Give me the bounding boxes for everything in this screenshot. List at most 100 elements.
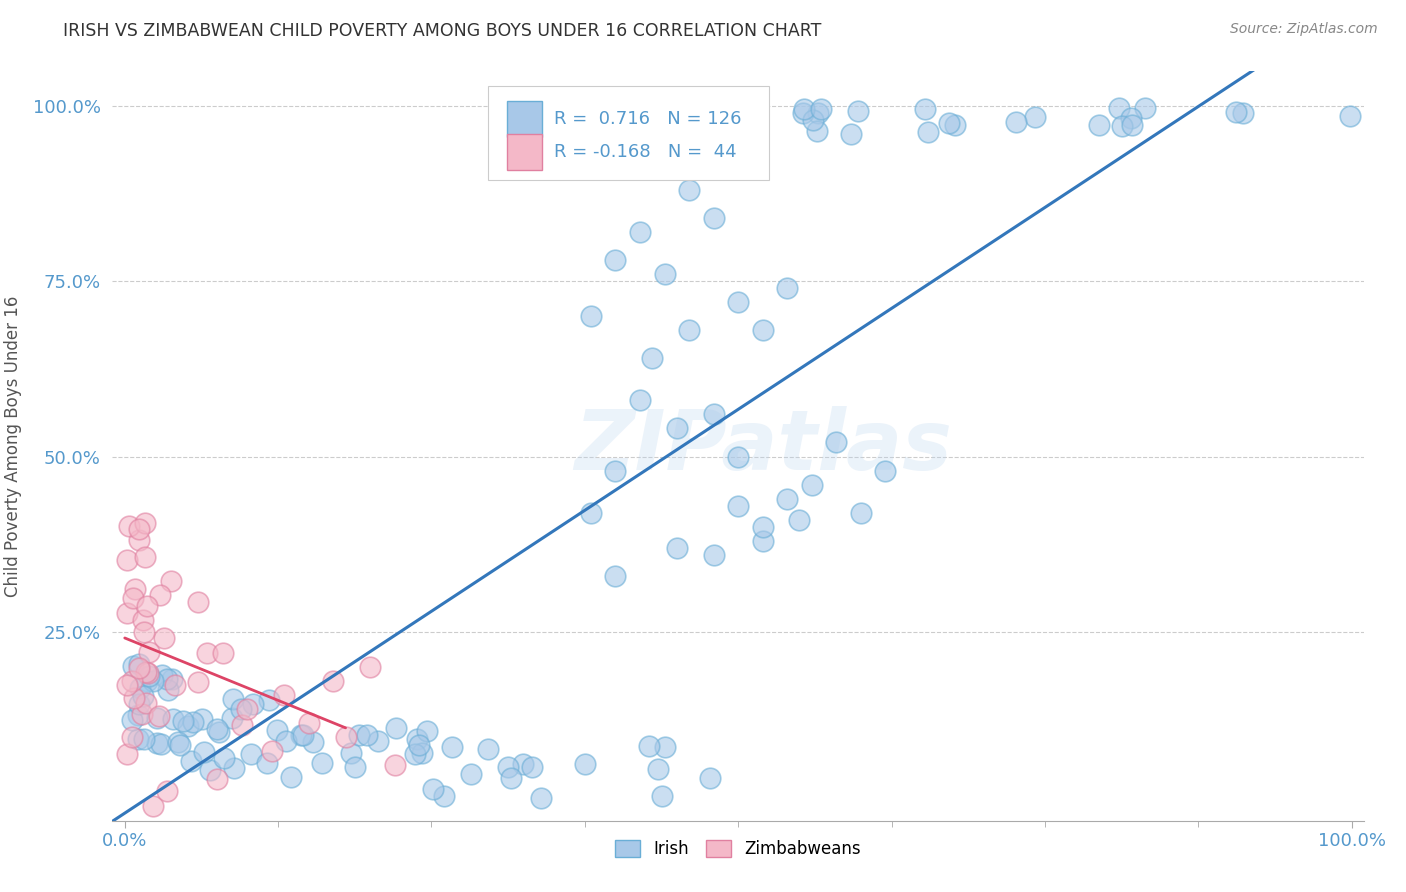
Point [807, 106, 830, 120]
Point [512, 756, 534, 771]
Point [115, 553, 138, 567]
Point [260, 743, 283, 757]
Point [917, 125, 939, 139]
Point [1005, 115, 1028, 129]
Point [134, 516, 156, 530]
Point [127, 708, 149, 723]
Point [229, 701, 252, 715]
Point [665, 421, 688, 435]
FancyBboxPatch shape [488, 87, 769, 180]
Point [638, 739, 661, 753]
Point [121, 731, 143, 745]
Point [138, 669, 160, 683]
Point [641, 351, 664, 366]
Point [266, 723, 288, 738]
Point [651, 789, 673, 803]
FancyBboxPatch shape [506, 134, 541, 169]
Point [460, 767, 482, 781]
Point [384, 757, 406, 772]
Point [187, 675, 209, 690]
Point [115, 747, 138, 761]
Point [411, 747, 433, 761]
Point [703, 211, 725, 226]
Point [776, 281, 799, 295]
Point [193, 745, 215, 759]
Point [214, 751, 236, 765]
Point [127, 732, 149, 747]
Point [157, 682, 180, 697]
Point [1121, 112, 1143, 126]
FancyBboxPatch shape [506, 101, 541, 136]
Point [605, 253, 627, 268]
Point [176, 719, 198, 733]
Point [477, 742, 499, 756]
Point [1108, 101, 1130, 115]
Point [800, 477, 823, 491]
Point [115, 607, 138, 621]
Point [801, 113, 824, 128]
Point [195, 646, 218, 660]
Point [153, 631, 176, 645]
Point [1339, 109, 1361, 123]
Point [530, 791, 553, 805]
Point [128, 522, 150, 536]
Point [136, 599, 159, 613]
Point [128, 657, 150, 671]
Point [347, 728, 370, 742]
Point [136, 674, 159, 689]
Point [274, 734, 297, 748]
Point [205, 772, 228, 787]
Point [367, 734, 389, 748]
Point [678, 323, 700, 337]
Point [156, 784, 179, 798]
Point [1024, 110, 1046, 124]
Point [160, 574, 183, 588]
Point [678, 183, 700, 197]
Point [727, 499, 749, 513]
Point [183, 714, 205, 729]
Point [121, 591, 143, 605]
Point [356, 728, 378, 742]
Point [841, 127, 863, 141]
Point [131, 707, 153, 722]
Point [292, 729, 315, 743]
Point [654, 268, 676, 282]
Point [191, 713, 214, 727]
Point [335, 730, 357, 744]
Point [118, 518, 141, 533]
Point [875, 463, 897, 477]
Point [239, 747, 262, 761]
Point [115, 678, 138, 692]
Point [134, 550, 156, 565]
Point [727, 450, 749, 464]
Point [236, 701, 259, 715]
Point [914, 102, 936, 116]
Point [1121, 118, 1143, 132]
Point [311, 756, 333, 770]
Text: Source: ZipAtlas.com: Source: ZipAtlas.com [1230, 22, 1378, 37]
Point [148, 708, 170, 723]
Point [138, 666, 160, 681]
Point [138, 645, 160, 659]
Point [169, 739, 191, 753]
Point [132, 731, 155, 746]
Point [212, 646, 235, 660]
Point [142, 673, 165, 688]
Point [207, 725, 229, 739]
Point [665, 541, 688, 555]
Point [938, 116, 960, 130]
Point [242, 697, 264, 711]
Point [145, 711, 167, 725]
Point [121, 713, 143, 727]
Point [943, 119, 966, 133]
Point [124, 690, 146, 705]
Point [433, 789, 456, 803]
Point [187, 595, 209, 609]
Point [257, 693, 280, 707]
Point [751, 323, 773, 337]
Point [145, 736, 167, 750]
Point [290, 728, 312, 742]
Point [806, 124, 828, 138]
Point [298, 715, 321, 730]
Point [121, 674, 143, 689]
